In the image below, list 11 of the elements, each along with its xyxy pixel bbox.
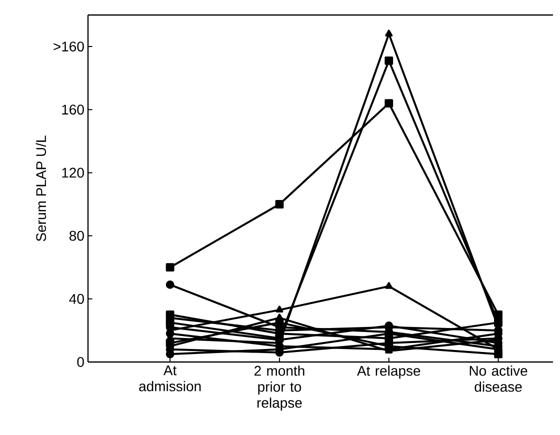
y-tick-label: 160 <box>62 104 84 115</box>
x-tick-label: 2 month prior to relapse <box>254 366 304 411</box>
y-tick-label: 80 <box>70 230 84 241</box>
y-tick-label: 40 <box>69 294 84 304</box>
y-axis-title: Serum PLAP U/L <box>36 136 46 242</box>
x-tick-label: At admission <box>139 366 201 392</box>
x-tick-label: At relapse <box>357 366 420 379</box>
y-tick-label: >160 <box>54 42 84 52</box>
y-tick-label: 0 <box>77 357 84 367</box>
x-tick-label: No active disease <box>470 366 528 392</box>
y-tick-label: 120 <box>62 168 84 178</box>
